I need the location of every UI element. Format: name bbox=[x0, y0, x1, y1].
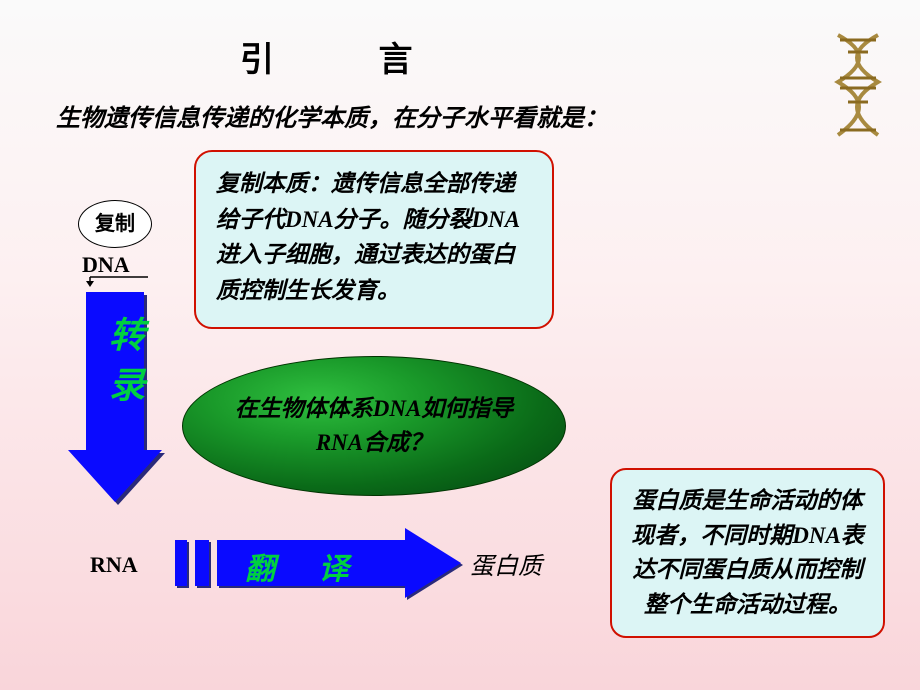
protein-label: 蛋白质 bbox=[470, 546, 542, 581]
translation-arrow: 翻 译 bbox=[175, 530, 475, 600]
dna-helix-icon bbox=[826, 30, 890, 140]
arrow-gap-2 bbox=[195, 540, 209, 586]
slide-subtitle: 生物遗传信息传递的化学本质，在分子水平看就是： bbox=[56, 98, 608, 133]
translation-label: 翻 译 bbox=[245, 544, 367, 588]
question-ellipse: 在生物体体系DNA如何指导RNA合成？ bbox=[182, 356, 566, 496]
transcription-arrow: 转录 bbox=[68, 292, 162, 502]
replication-description-box: 复制本质：遗传信息全部传递给子代DNA分子。随分裂DNA进入子细胞，通过表达的蛋… bbox=[194, 150, 554, 329]
question-text: 在生物体体系DNA如何指导RNA合成？ bbox=[223, 392, 525, 461]
arrow-head bbox=[68, 450, 162, 502]
arrow-gap-1 bbox=[175, 540, 187, 586]
protein-description-box: 蛋白质是生命活动的体现者，不同时期DNA表达不同蛋白质从而控制整个生命活动过程。 bbox=[610, 468, 885, 638]
replication-oval: 复制 bbox=[78, 200, 152, 248]
rna-label: RNA bbox=[90, 552, 138, 578]
self-loop-arrow-icon bbox=[80, 275, 150, 289]
slide-title: 引 言 bbox=[240, 32, 461, 81]
arrow-head bbox=[405, 528, 461, 598]
transcription-label: 转录 bbox=[98, 316, 150, 416]
